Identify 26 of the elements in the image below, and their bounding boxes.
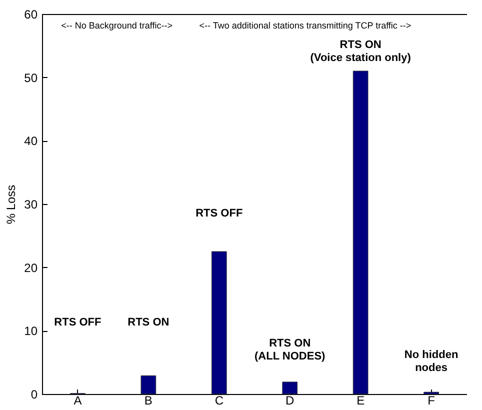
- x-tick-label: C: [214, 394, 224, 408]
- annotation: <-- No Background traffic-->: [61, 20, 173, 30]
- x-tick-label: A: [74, 394, 82, 408]
- x-tick-label: D: [286, 394, 295, 408]
- bar: [352, 70, 368, 394]
- x-tick-label: E: [356, 394, 365, 408]
- y-tick-label: 40: [24, 134, 38, 148]
- bar: [140, 375, 156, 394]
- annotation: RTS ON (ALL NODES): [254, 337, 326, 362]
- y-tick-label: 50: [24, 70, 38, 85]
- y-tick-label: 60: [24, 8, 38, 22]
- annotation: RTS OFF: [54, 316, 102, 328]
- x-tick-label: B: [144, 394, 152, 408]
- annotation: No hidden nodes: [404, 348, 458, 374]
- bar: [282, 382, 298, 394]
- y-axis-title: % Loss: [4, 184, 18, 224]
- y-tick-label: 0: [30, 388, 38, 402]
- annotation: RTS ON (Voice station only): [310, 39, 412, 64]
- annotation: RTS OFF: [196, 207, 243, 220]
- y-tick-label: 30: [24, 198, 38, 212]
- bar: [211, 251, 227, 394]
- annotation: RTS ON: [128, 316, 170, 328]
- y-tick-label: 10: [24, 324, 38, 338]
- y-tick-label: 20: [24, 260, 38, 275]
- x-tick-label: F: [428, 394, 435, 408]
- annotation: <-- Two additional stations transmitting TCP traffic -->: [199, 20, 412, 30]
